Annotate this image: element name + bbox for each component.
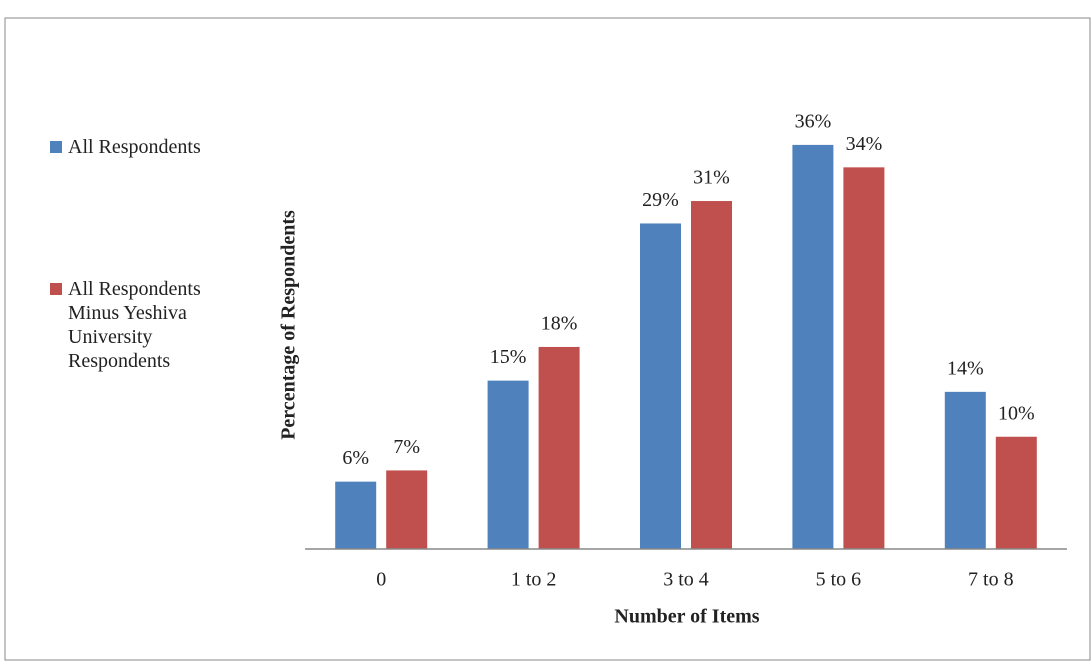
value-label: 7% bbox=[393, 436, 420, 458]
bar bbox=[843, 167, 885, 549]
value-label: 29% bbox=[642, 189, 679, 211]
x-tick-label: 0 bbox=[376, 569, 386, 591]
value-label: 34% bbox=[846, 133, 883, 155]
value-label: 10% bbox=[998, 402, 1035, 424]
legend-label: All Respondents bbox=[68, 136, 201, 158]
value-label: 14% bbox=[947, 357, 984, 379]
bar bbox=[335, 481, 377, 549]
legend-item: All Respondents Minus Yeshiva University… bbox=[50, 277, 248, 373]
value-label: 6% bbox=[342, 447, 369, 469]
bar bbox=[386, 470, 428, 549]
x-tick-label: 7 to 8 bbox=[968, 569, 1014, 591]
value-label: 31% bbox=[693, 167, 730, 189]
y-axis-title: Percentage of Respondents bbox=[278, 210, 300, 440]
bar bbox=[944, 391, 986, 549]
bar bbox=[792, 144, 834, 549]
chart-border bbox=[4, 17, 1091, 661]
bar bbox=[487, 380, 529, 549]
value-label: 15% bbox=[490, 346, 527, 368]
x-axis-title: Number of Items bbox=[614, 606, 759, 628]
x-tick-label: 5 to 6 bbox=[816, 569, 862, 591]
x-tick-label: 3 to 4 bbox=[663, 569, 709, 591]
value-label: 36% bbox=[795, 110, 832, 132]
x-tick-label: 1 to 2 bbox=[511, 569, 557, 591]
legend-swatch bbox=[50, 283, 62, 295]
bar bbox=[538, 346, 580, 549]
legend-item: All Respondents bbox=[50, 135, 248, 159]
bar bbox=[995, 436, 1037, 549]
legend-label: All Respondents Minus Yeshiva University… bbox=[68, 278, 201, 372]
legend-swatch bbox=[50, 141, 62, 153]
value-label: 18% bbox=[541, 313, 578, 335]
bar bbox=[691, 201, 732, 549]
bar bbox=[640, 223, 681, 549]
